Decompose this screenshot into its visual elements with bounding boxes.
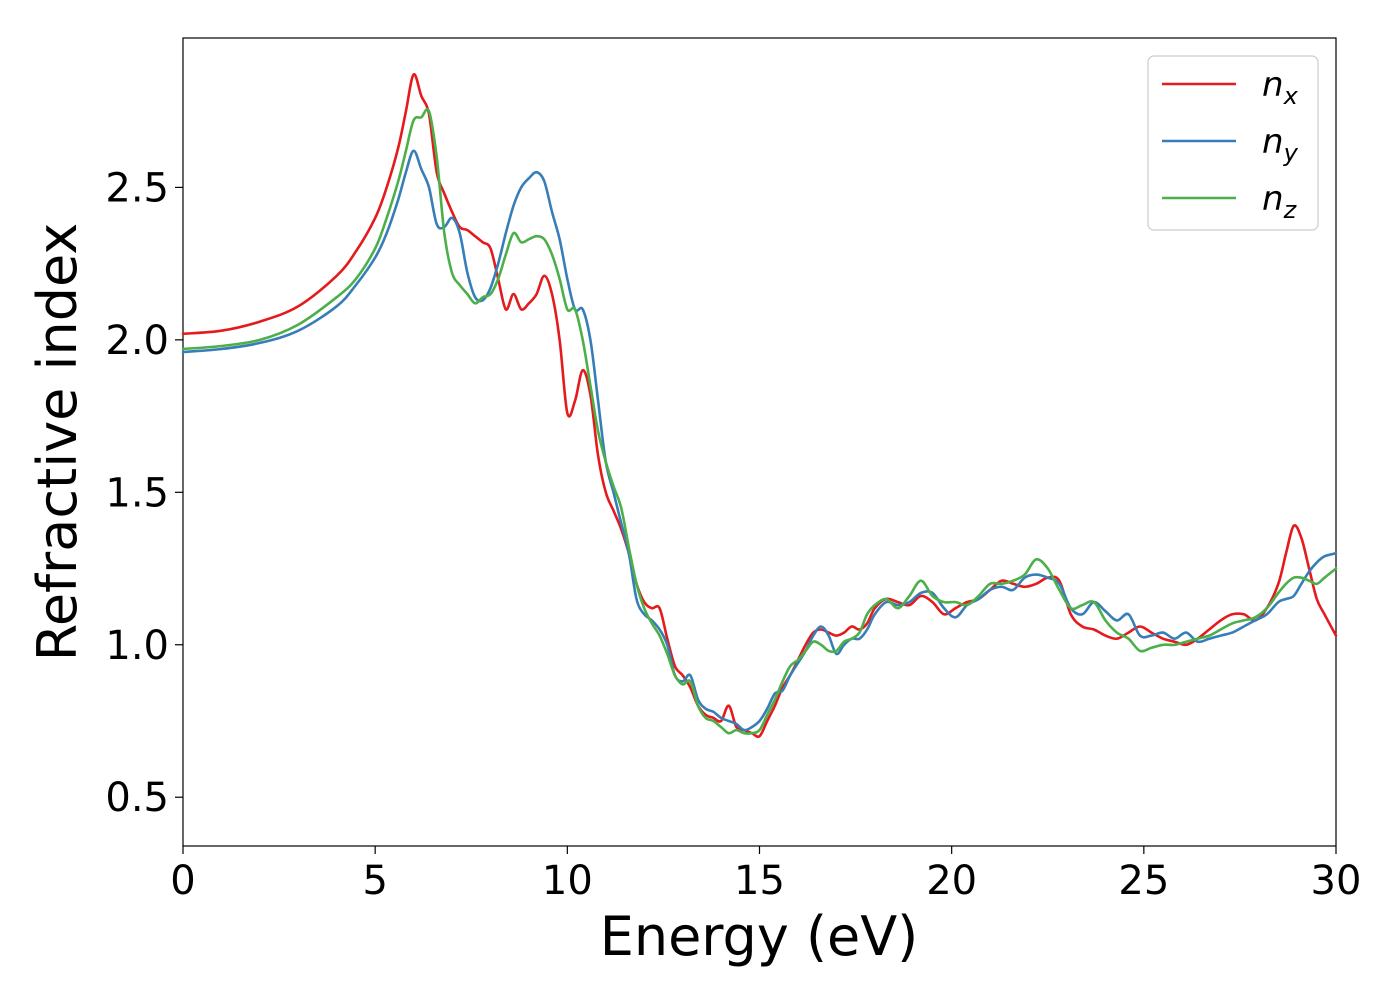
legend-label-subscript: z bbox=[1283, 196, 1298, 224]
y-tick-label: 0.5 bbox=[105, 775, 169, 821]
legend-box bbox=[1147, 55, 1319, 231]
series-line-ny bbox=[181, 149, 1338, 732]
legend-label-main: n bbox=[1262, 179, 1284, 219]
legend-label-main: n bbox=[1262, 65, 1284, 105]
legend-label-ny: ny bbox=[1262, 122, 1299, 167]
y-axis-title: Refractive index bbox=[26, 223, 89, 662]
legend-label-main: n bbox=[1262, 122, 1284, 162]
x-axis: 0 5 10 15 20 25 30 bbox=[170, 846, 1361, 904]
series-line-nx bbox=[181, 73, 1338, 739]
y-axis: 0.5 1.0 1.5 2.0 2.5 bbox=[105, 165, 183, 821]
legend-label-subscript: x bbox=[1283, 82, 1299, 110]
series-layer bbox=[181, 73, 1338, 739]
y-tick-label: 2.5 bbox=[105, 165, 169, 211]
y-tick-label: 1.5 bbox=[105, 470, 169, 516]
series-line-nz bbox=[181, 107, 1338, 735]
x-tick-label: 5 bbox=[362, 858, 387, 904]
x-tick-label: 0 bbox=[170, 858, 195, 904]
x-axis-title: Energy (eV) bbox=[600, 905, 919, 968]
x-tick-label: 20 bbox=[926, 858, 977, 904]
y-tick-label: 2.0 bbox=[105, 318, 169, 364]
legend-label-subscript: y bbox=[1283, 139, 1299, 167]
legend-label-nz: nz bbox=[1262, 179, 1298, 224]
x-tick-label: 10 bbox=[542, 858, 593, 904]
y-tick-label: 1.0 bbox=[105, 623, 169, 669]
x-tick-label: 25 bbox=[1118, 858, 1169, 904]
x-tick-label: 15 bbox=[734, 858, 785, 904]
x-tick-label: 30 bbox=[1311, 858, 1362, 904]
legend-label-nx: nx bbox=[1262, 65, 1299, 110]
